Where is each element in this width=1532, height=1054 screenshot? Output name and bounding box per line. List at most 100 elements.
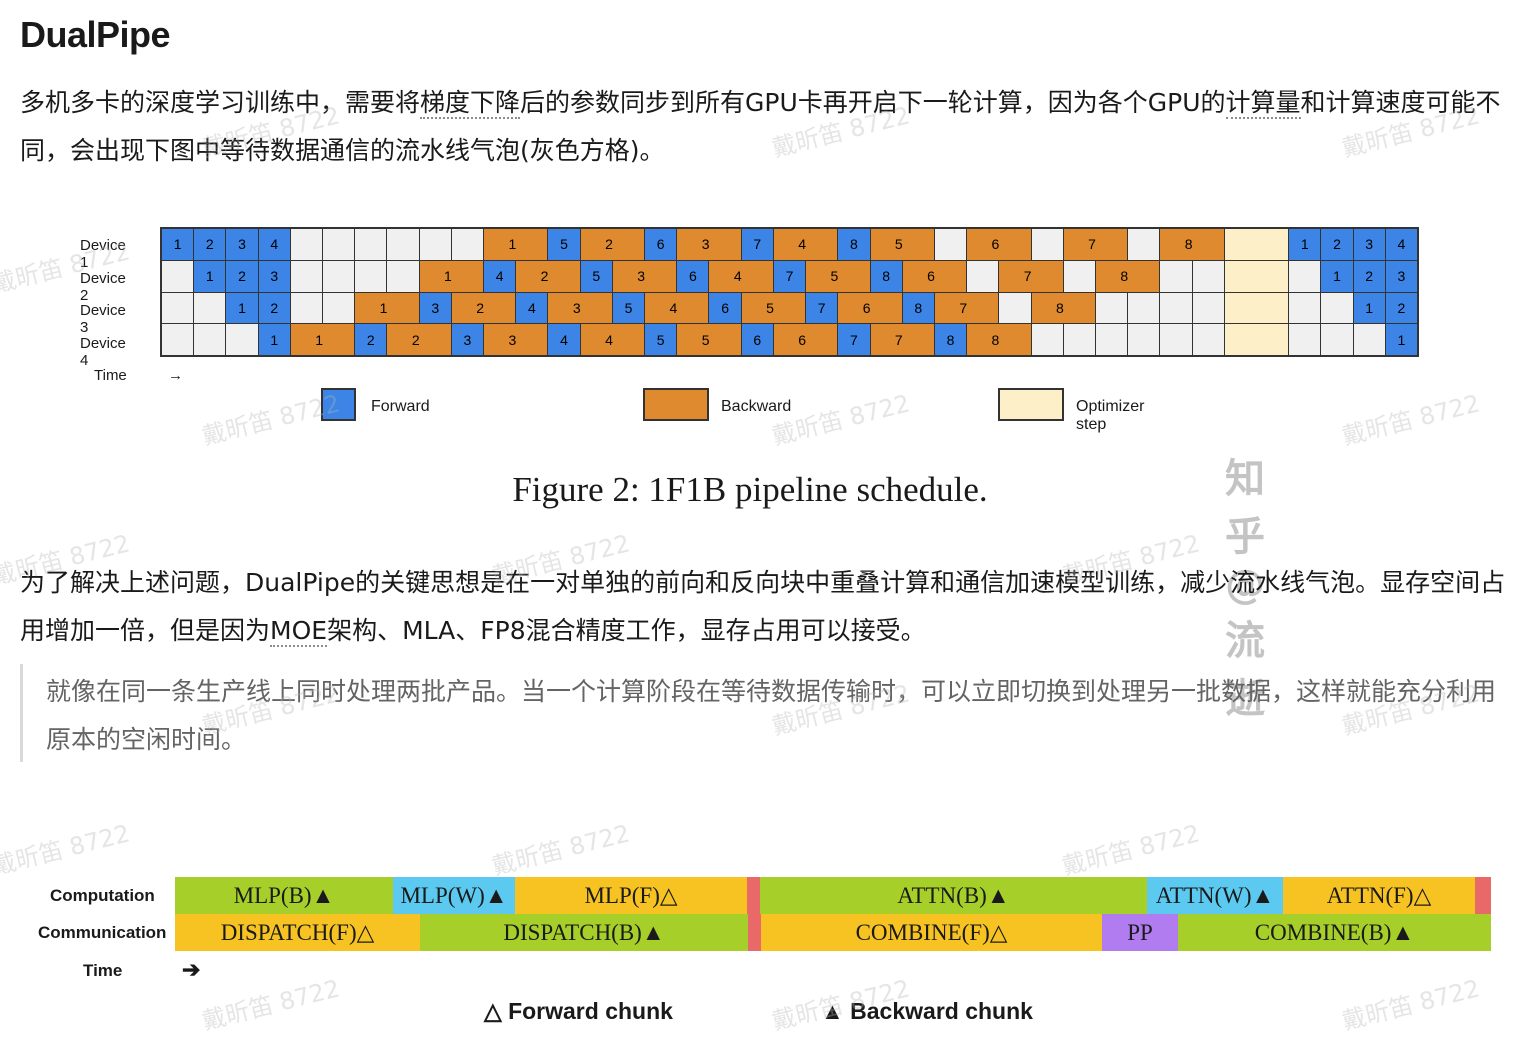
backward-cell <box>806 324 838 355</box>
forward-cell: 1 <box>1385 324 1417 355</box>
forward-cell: 6 <box>741 324 773 355</box>
backward-cell: 4 <box>645 292 678 324</box>
watermark-text: 戴昕笛 8722 <box>769 389 913 451</box>
backward-cell: 3 <box>677 229 710 260</box>
empty-cell <box>387 229 419 260</box>
empty-cell <box>290 229 323 260</box>
legend-optimizer-label: Optimizer step <box>1076 398 1145 433</box>
empty-cell <box>1192 324 1224 355</box>
optimizer-cell <box>1224 229 1257 260</box>
time-arrow-icon-2: ➔ <box>182 957 201 982</box>
blockquote-text: 就像在同一条生产线上同时处理两批产品。当一个计算阶段在等待数据传输时，可以立即切… <box>46 677 1497 754</box>
forward-cell: 8 <box>838 229 870 260</box>
legend-backward-chunk: ▲ Backward chunk <box>821 998 1033 1024</box>
backward-cell: 2 <box>387 324 420 355</box>
forward-cell: 4 <box>1385 229 1417 260</box>
backward-cell <box>870 292 902 324</box>
empty-cell <box>355 260 387 292</box>
time-arrow-icon: → <box>168 367 183 384</box>
row-label-device-3: Device 3 <box>80 302 126 336</box>
backward-cell: 2 <box>516 260 549 292</box>
empty-cell <box>1031 229 1063 260</box>
backward-cell: 6 <box>773 324 807 355</box>
optimizer-cell <box>1224 260 1257 292</box>
empty-cell <box>999 292 1031 324</box>
legend-forward-swatch <box>321 388 356 421</box>
watermark-text: 戴昕笛 8722 <box>199 974 343 1036</box>
backward-cell <box>516 324 548 355</box>
empty-cell <box>1063 324 1095 355</box>
backward-cell: 8 <box>967 324 1000 355</box>
term-link-moe[interactable]: MOE <box>270 616 328 647</box>
backward-cell: 7 <box>934 292 968 324</box>
backward-cell <box>934 260 967 292</box>
dualpipe-text-1: 为了解决上述问题，DualPipe的关键思想是在一对单独的前向和反向块中重叠计算… <box>20 568 1506 645</box>
forward-cell: 3 <box>451 324 484 355</box>
backward-cell: 8 <box>1160 229 1193 260</box>
optimizer-cell <box>1224 292 1257 324</box>
backward-cell <box>902 324 934 355</box>
backward-cell <box>999 229 1031 260</box>
backward-cell <box>1095 229 1128 260</box>
forward-cell: 2 <box>1353 260 1385 292</box>
empty-cell <box>355 229 387 260</box>
computation-segment: ATTN(B)▲ <box>760 877 1147 914</box>
backward-cell <box>709 324 741 355</box>
backward-cell: 4 <box>709 260 742 292</box>
term-link-gradient-descent[interactable]: 梯度下降 <box>420 88 521 119</box>
backward-cell: 2 <box>580 229 613 260</box>
communication-segment: COMBINE(F)△ <box>761 914 1102 951</box>
brand-watermark: 知乎 @流逝 <box>1225 456 1267 722</box>
backward-cell <box>516 229 548 260</box>
row-label-device-1: Device 1 <box>80 237 126 271</box>
backward-cell: 5 <box>806 260 839 292</box>
forward-cell: 4 <box>258 229 290 260</box>
forward-cell: 4 <box>516 292 548 324</box>
empty-cell <box>1160 260 1192 292</box>
empty-cell <box>451 229 484 260</box>
forward-cell: 6 <box>645 229 677 260</box>
backward-cell <box>548 260 580 292</box>
backward-cell <box>1031 260 1063 292</box>
empty-cell <box>1353 324 1385 355</box>
computation-label: Computation <box>50 886 155 905</box>
backward-cell: 1 <box>290 324 324 355</box>
backward-cell <box>709 229 741 260</box>
empty-cell <box>1095 292 1128 324</box>
term-link-compute-load[interactable]: 计算量 <box>1225 88 1301 119</box>
forward-cell: 5 <box>548 229 580 260</box>
empty-cell <box>323 292 355 324</box>
forward-cell: 1 <box>226 292 258 324</box>
backward-cell <box>612 229 645 260</box>
empty-cell <box>1321 324 1353 355</box>
backward-cell: 7 <box>999 260 1032 292</box>
communication-row: DISPATCH(F)△ DISPATCH(B)▲ COMBINE(F)△ PP COM… <box>175 914 1491 951</box>
empty-cell <box>194 324 226 355</box>
empty-cell <box>1192 292 1224 324</box>
legend-forward-chunk: △ Forward chunk <box>484 998 673 1024</box>
empty-cell <box>934 229 967 260</box>
computation-segment: ATTN(F)△ <box>1283 877 1475 914</box>
communication-label: Communication <box>38 923 167 942</box>
optimizer-cell <box>1256 324 1289 355</box>
empty-cell <box>387 260 419 292</box>
backward-cell <box>580 292 612 324</box>
empty-cell <box>1192 260 1224 292</box>
backward-cell: 5 <box>870 229 903 260</box>
forward-cell: 7 <box>838 324 870 355</box>
backward-cell: 5 <box>677 324 710 355</box>
computation-segment: MLP(W)▲ <box>393 877 515 914</box>
computation-row: MLP(B)▲ MLP(W)▲ MLP(F)△ ATTN(B)▲ ATTN(W)▲ ATT… <box>175 877 1491 914</box>
empty-cell <box>226 324 258 355</box>
communication-segment: DISPATCH(F)△ <box>175 914 420 951</box>
backward-cell <box>451 260 484 292</box>
backward-cell <box>773 292 806 324</box>
optimizer-cell <box>1256 292 1289 324</box>
backward-cell <box>323 324 355 355</box>
watermark-text: 戴昕笛 8722 <box>1059 819 1203 881</box>
forward-cell: 6 <box>677 260 709 292</box>
backward-cell: 4 <box>773 229 807 260</box>
forward-cell: 2 <box>226 260 258 292</box>
forward-cell: 5 <box>645 324 677 355</box>
